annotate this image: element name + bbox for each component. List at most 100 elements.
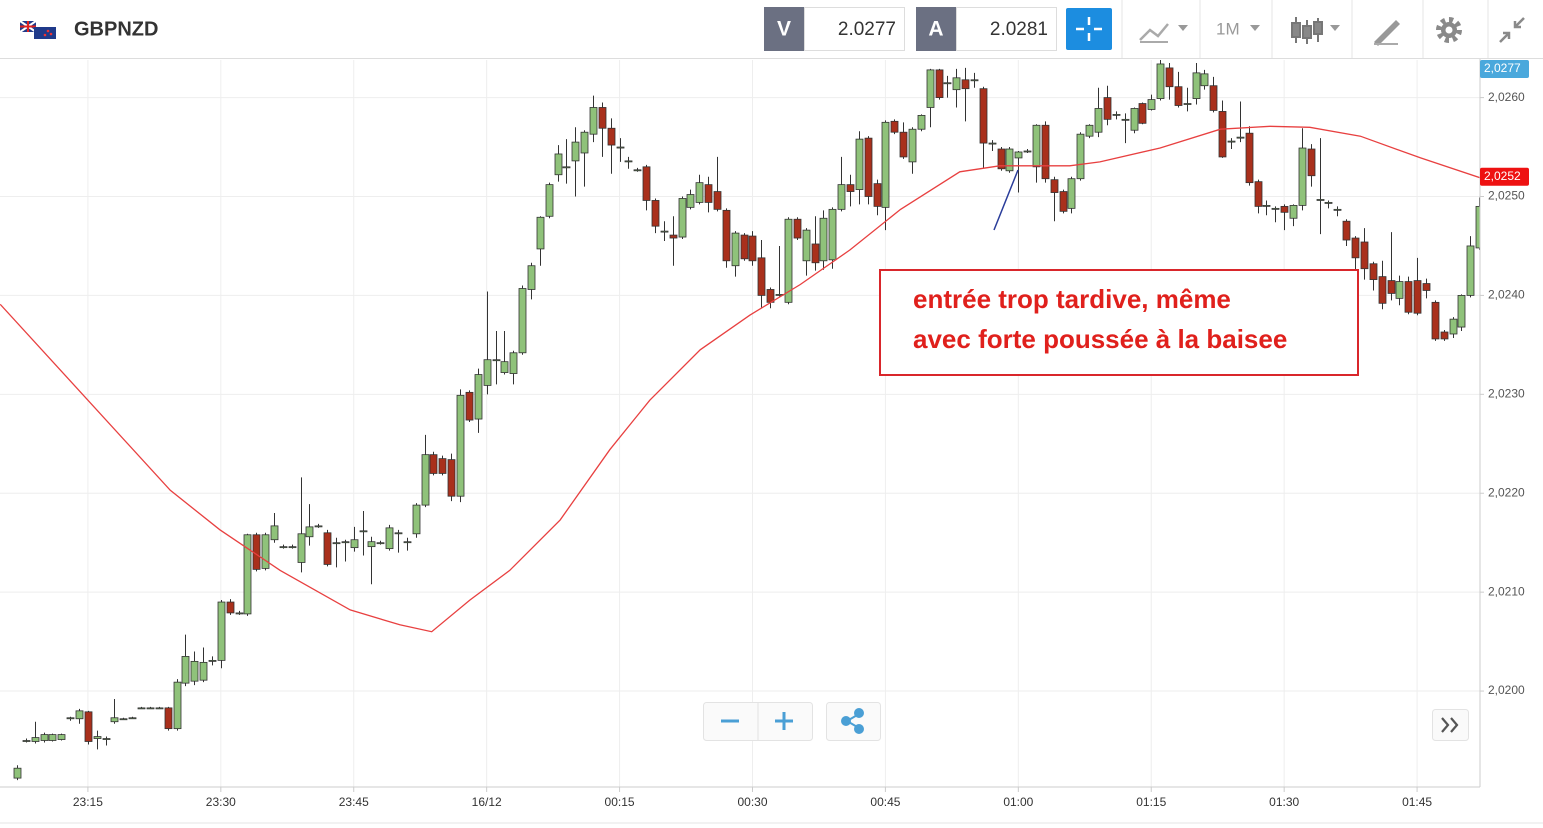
candle-body <box>1200 73 1209 87</box>
candle-body <box>394 532 403 535</box>
candle-body <box>651 200 660 227</box>
annotation-line: entrée trop tardive, même <box>913 284 1231 314</box>
candle-body <box>217 601 226 661</box>
candle-body <box>1449 318 1458 335</box>
candle-body <box>1147 99 1156 110</box>
candle-body <box>226 601 235 614</box>
buy-button[interactable] <box>916 7 956 51</box>
candle-body <box>784 218 793 303</box>
sell-button[interactable] <box>764 7 804 51</box>
candle-body <box>1067 178 1076 209</box>
candle-body <box>757 257 766 296</box>
candle-body <box>536 216 545 250</box>
candle-body <box>554 153 563 176</box>
candle-body <box>500 361 509 373</box>
candle-body <box>1156 63 1165 99</box>
candle-body <box>1324 202 1333 204</box>
candle-body <box>740 234 749 260</box>
candle-body <box>997 148 1006 170</box>
y-tick-label: 2,0210 <box>1488 584 1525 598</box>
collapse-button[interactable] <box>1499 17 1525 43</box>
candle-body <box>22 740 31 742</box>
candle-body <box>1262 204 1271 207</box>
candle-body <box>1351 237 1360 259</box>
x-tick-label: 23:45 <box>339 795 369 809</box>
candle-body <box>616 146 625 149</box>
candle-body <box>1387 280 1396 294</box>
candle-body <box>1192 72 1201 99</box>
candle-body <box>261 534 270 569</box>
share-button[interactable] <box>826 702 881 741</box>
candle-body <box>190 660 199 682</box>
flag-icon <box>19 20 56 39</box>
candle-body <box>199 661 208 681</box>
chart-type-button[interactable] <box>1291 17 1340 44</box>
candle-body <box>1271 207 1280 210</box>
candle-body <box>686 194 695 208</box>
candle-body <box>350 539 359 549</box>
scroll-end-icon <box>1441 717 1459 733</box>
sell-price: 2.0277 <box>838 19 896 40</box>
candle-body <box>819 217 828 262</box>
candle-body <box>1209 85 1218 111</box>
candle-body <box>908 128 917 163</box>
moving-average <box>0 125 1480 633</box>
y-tick-label: 2,0200 <box>1488 683 1525 697</box>
candle-body <box>855 138 864 190</box>
candle-body <box>421 454 430 506</box>
candle-body <box>899 131 908 158</box>
share-icon <box>841 708 864 734</box>
x-tick-label: 23:15 <box>73 795 103 809</box>
candle-body <box>305 526 314 538</box>
candle-body <box>545 184 554 217</box>
candle-body <box>509 352 518 374</box>
candle-body <box>1333 208 1342 211</box>
scroll-end-button[interactable] <box>1432 709 1469 741</box>
candle-body <box>1130 108 1139 131</box>
y-tick-label: 2,0250 <box>1488 189 1525 203</box>
draw-button[interactable] <box>1374 20 1400 46</box>
candle-body <box>1218 111 1227 158</box>
candle-body <box>474 374 483 420</box>
candle-body <box>660 230 669 233</box>
candle-body <box>483 359 492 386</box>
candle-body <box>359 530 368 533</box>
x-tick-label: 16/12 <box>472 795 502 809</box>
annotation-line: avec forte poussée à la baisee <box>913 324 1287 354</box>
candle-body <box>935 69 944 98</box>
toolbar-dividers <box>1121 0 1489 58</box>
candle-body <box>1112 114 1121 116</box>
crosshair-button[interactable] <box>1066 8 1112 50</box>
candle-body <box>75 710 84 720</box>
candle-body <box>1422 283 1431 291</box>
timeframe-button[interactable]: 1M <box>1216 19 1260 38</box>
candle-body <box>288 546 297 549</box>
candle-body <box>137 707 146 710</box>
timeframe: 1M <box>1216 19 1240 38</box>
candle-body <box>917 114 926 130</box>
indicator-button[interactable] <box>1139 23 1188 43</box>
candle-body <box>669 234 678 239</box>
candle-body <box>1076 133 1085 180</box>
price-tag-label: 2,0252 <box>1484 169 1521 183</box>
candle-body <box>970 79 979 82</box>
candle-body <box>979 88 988 144</box>
candle-body <box>465 391 474 421</box>
candle-body <box>119 718 128 721</box>
zoom-in-button[interactable] <box>775 712 793 730</box>
candle-body <box>1236 136 1245 139</box>
y-tick-label: 2,0230 <box>1488 386 1525 400</box>
candle-body <box>128 717 137 720</box>
x-tick-label: 01:15 <box>1136 795 1166 809</box>
annotation-box <box>879 269 1359 376</box>
candle-body <box>1059 191 1068 212</box>
candle-body <box>722 209 731 262</box>
settings-button[interactable] <box>1436 17 1462 43</box>
candle-body <box>1085 124 1094 137</box>
candle-body <box>492 359 501 362</box>
candle-body <box>1360 241 1369 270</box>
candle-body <box>279 546 288 549</box>
candle-body <box>181 656 190 684</box>
x-tick-label: 00:30 <box>737 795 767 809</box>
candle-body <box>1307 148 1316 177</box>
